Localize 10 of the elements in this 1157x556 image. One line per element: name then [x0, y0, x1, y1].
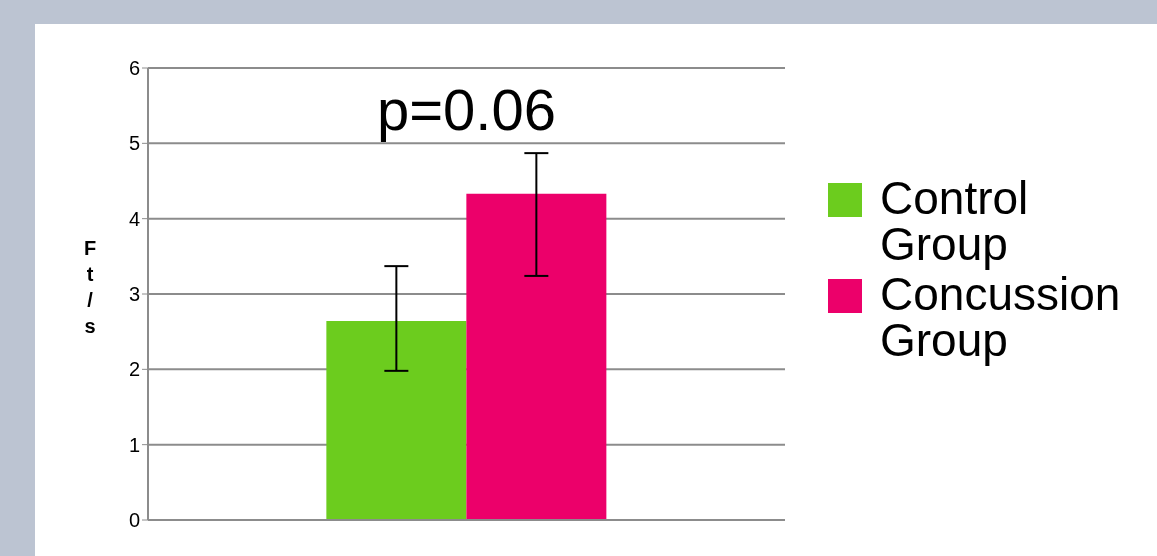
y-tick-label: 6 — [128, 57, 140, 80]
y-tick-label: 4 — [128, 207, 140, 230]
y-tick-label: 3 — [128, 283, 140, 306]
annotation: p=0.06 — [376, 77, 557, 142]
y-axis-title: Ft/s — [83, 237, 97, 337]
y-tick-label: 1 — [128, 433, 140, 456]
y-tick-label: 2 — [128, 358, 140, 381]
y-tick-label: 5 — [128, 132, 140, 155]
legend-label: Control Group — [880, 172, 1030, 270]
y-tick-label: 0 — [128, 509, 140, 532]
